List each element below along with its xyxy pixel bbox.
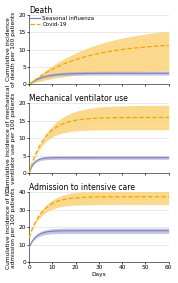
X-axis label: Days: Days — [91, 273, 106, 277]
Y-axis label: Cumulative incidence of mechanical
ventilator use per 100 patients: Cumulative incidence of mechanical venti… — [6, 85, 16, 192]
Text: Death: Death — [29, 6, 52, 14]
Text: Admission to intensive care: Admission to intensive care — [29, 183, 135, 192]
Text: Mechanical ventilator use: Mechanical ventilator use — [29, 95, 128, 103]
Legend: Seasonal influenza, Covid-19: Seasonal influenza, Covid-19 — [30, 15, 95, 27]
Y-axis label: Cumulative incidence
of death per 100 patients: Cumulative incidence of death per 100 pa… — [6, 12, 16, 87]
Y-axis label: Cumulative incidence of ICU
admission per 100 patients: Cumulative incidence of ICU admission pe… — [6, 185, 16, 269]
